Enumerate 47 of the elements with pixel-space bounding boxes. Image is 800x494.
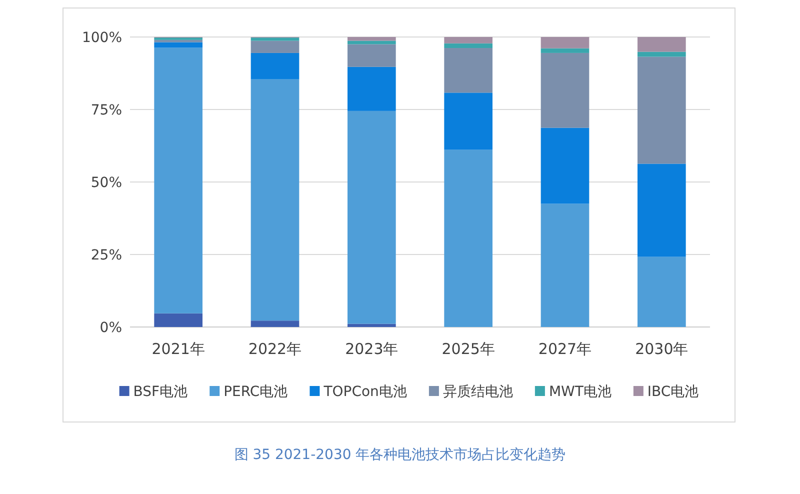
legend-label: MWT电池	[548, 384, 612, 400]
bar	[348, 44, 396, 67]
caption: 图 35 2021-2030 年各种电池技术市场占比变化趋势	[234, 447, 566, 463]
x-tick-label: 2030年	[635, 340, 688, 358]
bar	[250, 79, 300, 321]
x-tick-label: 2027年	[538, 340, 592, 358]
y-tick-label: 75%	[90, 102, 122, 118]
bar	[638, 164, 686, 257]
legend-label: PERC电池	[224, 384, 288, 400]
x-tick-label: 2023年	[345, 340, 398, 358]
bar	[348, 40, 396, 44]
legend-label: BSF电池	[133, 384, 188, 400]
bar	[154, 313, 202, 327]
bar	[348, 324, 396, 327]
bar	[250, 52, 300, 80]
bar	[250, 320, 300, 327]
bar	[638, 37, 686, 52]
bar	[638, 256, 686, 327]
bar	[444, 150, 492, 327]
bar	[540, 48, 590, 53]
bar	[348, 110, 396, 324]
x-tick-label: 2022年	[248, 340, 302, 358]
bar	[348, 66, 396, 111]
legend-label: IBC电池	[647, 384, 699, 400]
bar	[444, 43, 492, 48]
bar	[154, 42, 202, 48]
bar	[540, 37, 590, 48]
bar	[540, 52, 590, 128]
x-tick-label: 2025年	[442, 340, 495, 358]
y-tick-label: 0%	[100, 320, 122, 336]
y-tick-label: 100%	[82, 30, 122, 46]
bar	[540, 204, 590, 327]
bar	[638, 56, 686, 164]
legend-label: TOPCon电池	[322, 384, 407, 400]
bar	[154, 48, 202, 314]
bar	[444, 92, 492, 150]
bar	[250, 38, 300, 41]
bar	[348, 37, 396, 41]
bar	[444, 48, 492, 93]
bar	[250, 40, 300, 53]
legend-label: 异质结电池	[442, 384, 513, 400]
bar	[444, 37, 492, 44]
y-tick-label: 50%	[90, 175, 122, 191]
y-tick-label: 25%	[90, 248, 122, 264]
x-tick-label: 2021年	[152, 340, 205, 358]
bar	[540, 128, 590, 204]
bar	[638, 52, 686, 57]
